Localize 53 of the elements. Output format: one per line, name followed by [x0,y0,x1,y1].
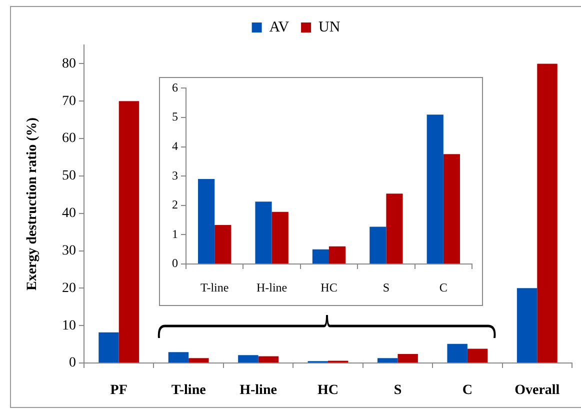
x-tick-label: C [462,383,472,398]
legend-label: AV [269,19,290,36]
x-tick-label: HC [318,383,338,398]
x-tick-label: Overall [514,383,560,398]
bar [214,225,232,264]
y-tick-label: 40 [62,206,76,222]
bar [516,288,538,362]
bar [386,194,403,264]
bar [426,114,444,264]
bar [258,356,279,362]
bar [377,358,398,362]
y-tick-label: 60 [62,131,76,146]
y-tick-label: 30 [62,243,76,258]
y-tick-label: 2 [172,198,178,212]
y-tick-label: 70 [62,94,76,109]
y-tick-label: 50 [62,168,76,184]
bar [238,355,258,362]
bar [443,154,460,264]
bar [255,202,272,264]
y-tick-label: 0 [69,356,76,371]
bar [98,332,119,362]
y-tick-label: 80 [62,56,76,72]
bar [118,101,140,362]
x-tick-label: S [394,383,402,398]
x-tick-label: C [439,280,448,294]
bar [467,348,488,362]
x-tick-label: S [382,280,390,294]
x-tick-label: HC [320,280,338,294]
y-tick-label: 4 [172,138,178,153]
y-tick-label: 10 [62,318,76,334]
bar [168,352,189,362]
bar [272,212,288,264]
bar [447,344,468,362]
x-tick-label: T-line [200,280,229,294]
y-tick-label: 0 [172,256,178,270]
bar [329,246,346,264]
bar [198,179,215,264]
bar [398,354,418,362]
y-tick-label: 3 [172,168,178,182]
x-tick-label: PF [110,383,128,398]
bar [370,226,386,264]
y-tick-label: 1 [172,226,178,241]
bar [312,249,329,264]
y-tick-label: 20 [62,280,76,296]
y-tick-label: 5 [172,110,178,124]
bar [537,64,558,362]
x-tick-label: H-line [256,280,288,294]
y-axis-title: Exergy destruction ratio (%) [25,117,40,291]
legend-label: UN [318,19,340,36]
x-tick-label: T-line [171,383,206,398]
bar [188,358,209,362]
x-tick-label: H-line [240,383,277,398]
y-tick-label: 6 [172,80,178,94]
